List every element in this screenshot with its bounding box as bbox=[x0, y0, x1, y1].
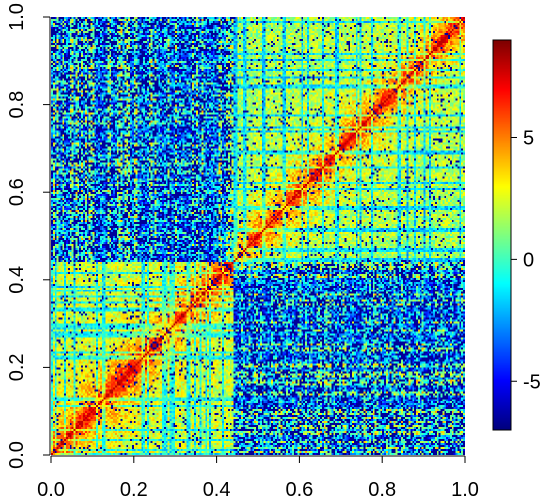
colorbar-tick-label: 5 bbox=[523, 128, 534, 150]
y-tick-label: 0.8 bbox=[6, 91, 28, 119]
y-tick-label: 0.2 bbox=[6, 353, 28, 381]
colorbar bbox=[493, 40, 511, 430]
x-tick-label: 0.6 bbox=[285, 479, 313, 501]
x-tick-label: 0.8 bbox=[368, 479, 396, 501]
y-tick-label: 1.0 bbox=[6, 3, 28, 31]
y-tick-label: 0.0 bbox=[6, 441, 28, 469]
colorbar-frame bbox=[492, 39, 512, 431]
x-tick-label: 0.0 bbox=[37, 479, 65, 501]
y-tick-label: 0.6 bbox=[6, 178, 28, 206]
colorbar-tick-label: 0 bbox=[523, 249, 534, 271]
x-tick-label: 1.0 bbox=[451, 479, 479, 501]
colorbar-tick-label: -5 bbox=[523, 371, 541, 393]
y-tick-label: 0.4 bbox=[6, 266, 28, 294]
x-tick-label: 0.2 bbox=[120, 479, 148, 501]
heatmap-plot-area bbox=[51, 17, 465, 455]
x-tick-label: 0.4 bbox=[203, 479, 231, 501]
